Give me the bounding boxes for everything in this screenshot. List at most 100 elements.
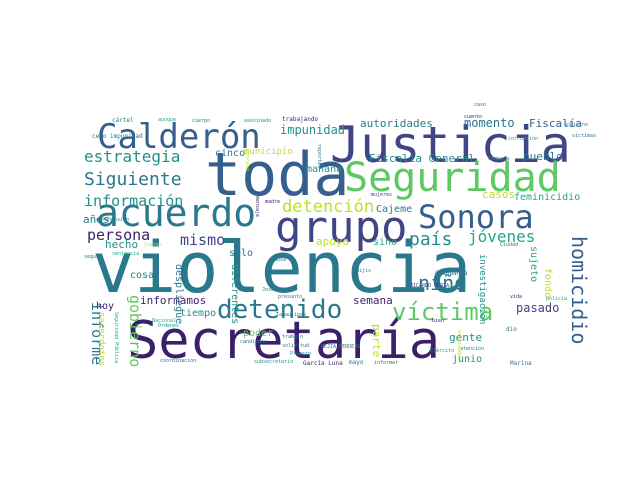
word-secretaria: Secretaría	[127, 311, 440, 371]
word-apoyo: apoyo	[316, 235, 349, 248]
word-madre: madre	[265, 199, 280, 205]
word-cero-impunidad: cero impunidad	[92, 133, 143, 140]
word-victimas: víctimas	[572, 132, 596, 139]
word-cuento: cuento	[464, 114, 482, 120]
word-asesinados: asesinados	[456, 330, 462, 360]
word-ciudad: Ciudad	[500, 242, 518, 248]
word-anos: años	[83, 213, 110, 226]
word-hecho: hecho	[105, 238, 138, 251]
word-fiscalia-general: Fiscalía General	[369, 152, 475, 165]
word-asesinado: asesinado	[244, 118, 271, 124]
word-informamos: informamos	[140, 294, 206, 307]
word-chihuahua: Chihuahua	[435, 270, 468, 277]
word-jose: José	[262, 286, 274, 293]
word-diferentes: diferentes	[229, 264, 240, 324]
word-ordenes: Órdenes	[158, 322, 179, 329]
word-mismo: mismo	[180, 231, 225, 249]
word-informe: informe	[88, 302, 106, 365]
word-homicidio: homicidio	[567, 236, 591, 344]
word-tamaulipas: Tamaulipas	[276, 312, 306, 318]
word-sonora: Sonora	[418, 198, 534, 236]
word-solicitud: solicitud	[282, 343, 309, 349]
word-sacerdotes: sacerdotes	[96, 312, 106, 366]
word-caso: caso	[474, 102, 486, 108]
word-casos: casos	[482, 188, 515, 201]
word-momento: momento	[464, 116, 515, 130]
word-jueces: jueces	[144, 242, 162, 248]
word-aunque: aunque	[158, 117, 176, 123]
word-impunidad: impunidad	[280, 123, 345, 137]
word-manana: mañana	[306, 164, 342, 175]
word-trabajando: trabajando	[282, 116, 319, 123]
word-aprehension: aprehensión	[96, 216, 129, 223]
word-cajeme: Cajeme	[376, 204, 412, 215]
word-causa: causa	[271, 257, 286, 263]
word-policia: policía	[546, 295, 567, 302]
word-bien: bien	[432, 318, 444, 324]
word-gobierno: gobierno	[126, 295, 144, 367]
word-ejercito: Ejército	[430, 347, 454, 354]
word-proceso: proceso	[244, 150, 250, 171]
word-municipio: municipio	[244, 147, 293, 157]
word-cuerpo: cuerpo	[192, 118, 210, 124]
word-junio: junio	[452, 354, 482, 365]
word-pueblo: pueblo	[523, 150, 563, 163]
word-cinco: cinco	[215, 148, 245, 159]
word-hoy: hoy	[96, 301, 114, 312]
word-seguridad: Seguridad	[344, 155, 561, 201]
word-vida: vida	[510, 294, 522, 300]
word-ricardo-mejia: RICARDO MEJÍA	[410, 281, 449, 289]
word-subsecretario: subsecretario	[254, 359, 293, 365]
word-cosa: cosa	[130, 270, 154, 281]
word-poder: poder	[243, 328, 273, 339]
word-gente: gente	[449, 331, 482, 344]
word-mijis: Mijis	[356, 268, 371, 274]
word-reportes: reportes	[316, 144, 322, 168]
word-mensaje: mensaje	[254, 196, 260, 217]
word-dio: dio	[506, 326, 517, 333]
word-grupo: grupo	[275, 202, 407, 253]
word-justicia: Justicia	[330, 116, 571, 174]
word-presunto: presunto	[278, 294, 302, 300]
word-toda: toda	[205, 140, 350, 210]
word-acuerdo: acuerdo	[96, 191, 256, 235]
word-feminicidio: feminicidio	[514, 192, 580, 203]
word-pasado: pasado	[516, 301, 559, 315]
word-corrupcion: corrupción	[508, 135, 538, 142]
word-detencion: detención	[282, 197, 374, 217]
word-solo: sólo	[229, 247, 253, 259]
word-mejia-berdeja: MEJÍA BERDEJA	[321, 342, 360, 350]
word-informacion: información	[84, 192, 183, 210]
word-cartel: cártel	[112, 117, 134, 124]
word-sujeto: sujeto	[528, 246, 539, 282]
word-seguridad-publica: Seguridad Pública	[113, 312, 120, 363]
word-sentencia: sentencia	[112, 251, 139, 257]
word-seguir: seguir	[84, 254, 102, 260]
word-victima: víctima	[392, 298, 493, 326]
word-trabajo: trabajo	[282, 334, 303, 340]
word-gobierno: Gobierno	[564, 122, 588, 128]
word-tiempo: tiempo	[180, 308, 216, 319]
word-detenido: detenido	[217, 295, 342, 325]
word-informar: informar	[374, 360, 398, 366]
word-persona: persona	[87, 226, 150, 244]
word-atencion: atención	[460, 345, 484, 352]
word-campana: campaña	[488, 156, 509, 162]
word-nacional: Nacional	[152, 318, 176, 324]
word-nino: niño	[418, 271, 466, 295]
word-mayo: mayo	[349, 359, 364, 366]
word-violencia: violencia	[92, 227, 471, 309]
word-despliegue: despliegue	[173, 264, 184, 324]
word-coordinacion: coordinación	[160, 357, 196, 364]
word-jovenes: jóvenes	[468, 227, 535, 246]
word-fondo: fondo	[542, 268, 553, 298]
word-primero: Primero	[290, 351, 311, 357]
word-semana: semana	[353, 294, 393, 307]
word-investigacion: investigación	[477, 254, 488, 324]
word-candidato: candidato	[240, 339, 267, 345]
word-autoridades: autoridades	[360, 117, 433, 130]
word-estrategia: estrategia	[84, 147, 180, 166]
word-mujeres: mujeres	[371, 192, 392, 198]
word-marina: Marina	[510, 360, 532, 367]
